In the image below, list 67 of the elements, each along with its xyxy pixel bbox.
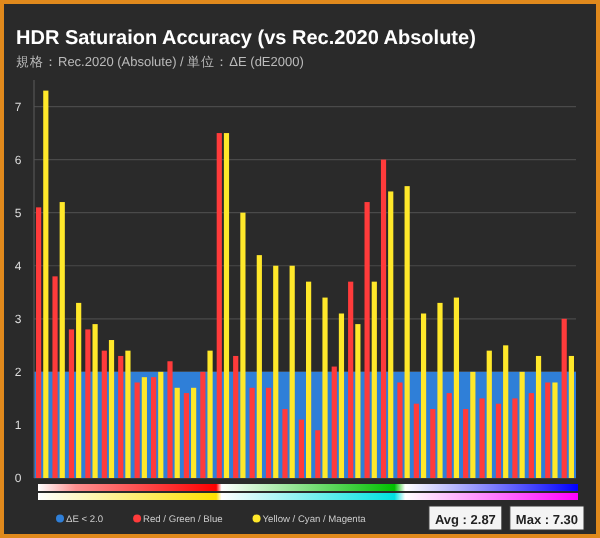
bar [125,350,131,478]
bar [233,355,239,478]
bar [528,393,534,478]
bar [380,159,387,478]
bar [397,382,403,478]
bar [404,186,410,478]
bar [545,382,551,478]
bar [306,281,312,478]
bar [568,355,574,478]
bar [76,302,82,478]
bar [223,133,230,478]
bar [364,202,370,478]
bar [322,297,328,478]
bar [420,313,427,478]
bar [68,329,75,478]
bar [298,419,304,478]
bar [273,265,279,478]
bar [552,382,558,478]
bar [174,387,180,478]
bar [141,377,147,478]
bar [108,340,115,478]
bar [503,345,509,478]
bar [240,212,246,478]
bar [167,361,173,478]
bar [101,350,107,478]
bar [216,133,222,478]
bar [150,377,157,478]
bar [256,255,262,478]
bar [495,403,502,478]
bar [200,371,206,478]
bar [430,409,436,478]
bar [338,313,345,478]
bar [282,409,288,478]
bar [463,409,469,478]
bar [191,387,197,478]
bar [355,324,361,478]
bar [479,398,485,478]
bar [92,324,98,478]
bar [158,371,164,478]
bar [413,403,419,478]
bar [59,202,65,478]
bar [512,398,518,478]
bar [249,387,255,478]
bar [446,393,452,478]
bar [535,355,542,478]
bar [36,207,42,478]
bar [561,318,567,478]
bar [331,366,337,478]
bar [207,350,213,478]
bar [453,297,460,478]
bar [371,281,377,478]
bar [348,281,354,478]
bar [85,329,91,478]
bar [437,302,443,478]
bar [183,393,190,478]
bar [118,355,124,478]
chart-title: HDR Saturaion Accuracy (vs Rec.2020 Absolute) [16,28,476,50]
bar [52,276,58,478]
bar [486,350,492,478]
bar [134,382,140,478]
bar [470,371,476,478]
bar [43,90,49,478]
bar [519,371,525,478]
bar [388,191,394,478]
bar [289,265,295,478]
bar [265,387,272,478]
bar [315,430,321,478]
